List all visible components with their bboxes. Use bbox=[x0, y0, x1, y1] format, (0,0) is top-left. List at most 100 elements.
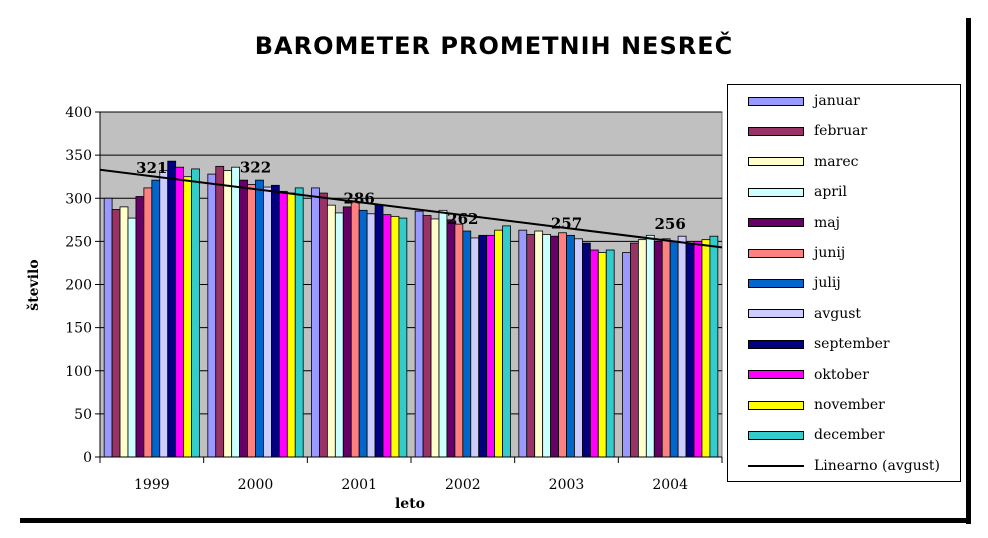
data-label-2001: 286 bbox=[344, 189, 375, 207]
bar-september-2004 bbox=[685, 242, 695, 458]
gridlines bbox=[100, 111, 722, 415]
bar-september-1999 bbox=[167, 160, 177, 458]
bar-julij-2000 bbox=[255, 179, 264, 458]
bar-maj-2002 bbox=[446, 219, 456, 458]
data-label-2000: 322 bbox=[240, 158, 271, 176]
bar-januar-2000 bbox=[207, 173, 217, 458]
axes: 0 50 100 150 200 250 300 350 400 1999 2000 2001 2002… bbox=[65, 105, 723, 493]
x-tick-label: 2002 bbox=[445, 477, 481, 493]
bar-november-2001 bbox=[390, 215, 400, 458]
y-tick-label: 300 bbox=[65, 191, 92, 207]
bar-avgust-1999 bbox=[159, 170, 169, 458]
legend-swatch bbox=[748, 248, 804, 258]
bar-junij-2000 bbox=[247, 184, 256, 458]
bar-oktober-2002 bbox=[486, 234, 496, 458]
y-tick-label: 250 bbox=[65, 234, 92, 250]
data-label-1999: 321 bbox=[136, 159, 167, 177]
bar-april-2003 bbox=[542, 234, 552, 458]
legend-label: junij bbox=[814, 245, 846, 261]
bar-avgust-2000 bbox=[263, 186, 272, 458]
frame-shadow-right bbox=[966, 18, 971, 524]
legend-swatch bbox=[748, 126, 804, 136]
x-tick-label: 2003 bbox=[549, 477, 585, 493]
data-labels: 321 322 286 262 257 256 bbox=[136, 158, 686, 233]
bar-december-2003 bbox=[605, 249, 615, 458]
legend-swatch bbox=[748, 339, 804, 349]
bar-januar-2004 bbox=[622, 252, 631, 458]
legend-swatch bbox=[748, 187, 804, 197]
bar-april-2004 bbox=[645, 234, 655, 458]
legend-label: Linearno (avgust) bbox=[814, 457, 940, 474]
legend-item-december: december bbox=[748, 425, 885, 445]
bar-april-2000 bbox=[231, 166, 241, 458]
legend-item-februar: februar bbox=[748, 121, 867, 141]
bar-marec-1999 bbox=[119, 206, 129, 458]
x-tick-label: 2004 bbox=[652, 477, 688, 493]
frame-shadow-bottom bbox=[20, 518, 971, 523]
y-tick-label: 50 bbox=[74, 407, 92, 423]
legend-item-oktober: oktober bbox=[748, 365, 869, 385]
bar-februar-2002 bbox=[422, 215, 432, 458]
bar-februar-2001 bbox=[319, 192, 328, 458]
y-tick-label: 400 bbox=[65, 105, 92, 121]
y-tick-label: 200 bbox=[65, 278, 92, 294]
legend-label: februar bbox=[814, 123, 868, 140]
data-label-2003: 257 bbox=[551, 214, 582, 232]
legend-item-september: september bbox=[748, 334, 890, 354]
bar-februar-2000 bbox=[215, 165, 225, 458]
bar-november-1999 bbox=[183, 176, 192, 458]
bar-april-1999 bbox=[127, 217, 137, 458]
legend-label: september bbox=[814, 336, 890, 353]
bar-september-2001 bbox=[374, 204, 384, 458]
bar-september-2000 bbox=[270, 184, 280, 458]
bar-oktober-2003 bbox=[589, 249, 599, 458]
legend-item-maj: maj bbox=[748, 213, 840, 233]
bar-avgust-2002 bbox=[470, 237, 480, 458]
legend-item-trendline: Linearno (avgust) bbox=[748, 456, 940, 476]
x-tick-label: 2000 bbox=[238, 477, 274, 493]
bar-oktober-1999 bbox=[175, 166, 185, 458]
bar-december-2002 bbox=[502, 225, 511, 458]
legend-label: julij bbox=[814, 275, 841, 292]
legend-line bbox=[748, 464, 804, 467]
bar-maj-2001 bbox=[342, 206, 352, 458]
bar-oktober-2004 bbox=[693, 240, 703, 458]
x-tick-label: 1999 bbox=[134, 477, 170, 493]
bar-marec-2001 bbox=[326, 204, 336, 458]
bar-junij-2004 bbox=[661, 238, 671, 458]
bar-januar-2002 bbox=[414, 210, 424, 458]
y-tick-label: 0 bbox=[83, 450, 92, 466]
x-tick-label: 2001 bbox=[341, 477, 377, 493]
bar-junij-2003 bbox=[558, 232, 567, 458]
bar-julij-2004 bbox=[669, 240, 679, 458]
bar-maj-1999 bbox=[135, 196, 145, 458]
bar-junij-2001 bbox=[350, 201, 360, 458]
bar-december-2004 bbox=[709, 235, 719, 458]
y-tick-label: 350 bbox=[65, 148, 92, 164]
bar-november-2000 bbox=[286, 192, 296, 458]
data-label-2004: 256 bbox=[655, 215, 686, 233]
legend-swatch bbox=[748, 157, 804, 167]
bar-februar-1999 bbox=[111, 209, 121, 458]
bar-avgust-2001 bbox=[366, 213, 376, 458]
legend-label: avgust bbox=[814, 305, 862, 322]
bar-januar-2001 bbox=[311, 187, 320, 458]
trendline-avgust bbox=[99, 168, 723, 249]
bar-marec-2000 bbox=[223, 170, 233, 458]
bar-november-2002 bbox=[494, 229, 503, 458]
legend-item-avgust: avgust bbox=[748, 304, 861, 324]
legend-label: januar bbox=[814, 93, 860, 109]
bar-marec-2003 bbox=[534, 230, 544, 458]
legend: januar februar marec april maj junij julij avgu… bbox=[727, 84, 961, 482]
bar-avgust-2004 bbox=[677, 235, 687, 458]
bar-oktober-2001 bbox=[382, 214, 392, 458]
bar-april-2002 bbox=[438, 209, 448, 458]
chart-title: BAROMETER PROMETNIH NESREČ bbox=[254, 32, 734, 60]
bar-julij-2001 bbox=[358, 209, 368, 458]
bar-december-2001 bbox=[398, 217, 408, 458]
bar-marec-2002 bbox=[430, 218, 440, 458]
y-axis-title: število bbox=[26, 259, 42, 310]
bar-maj-2003 bbox=[550, 235, 559, 458]
